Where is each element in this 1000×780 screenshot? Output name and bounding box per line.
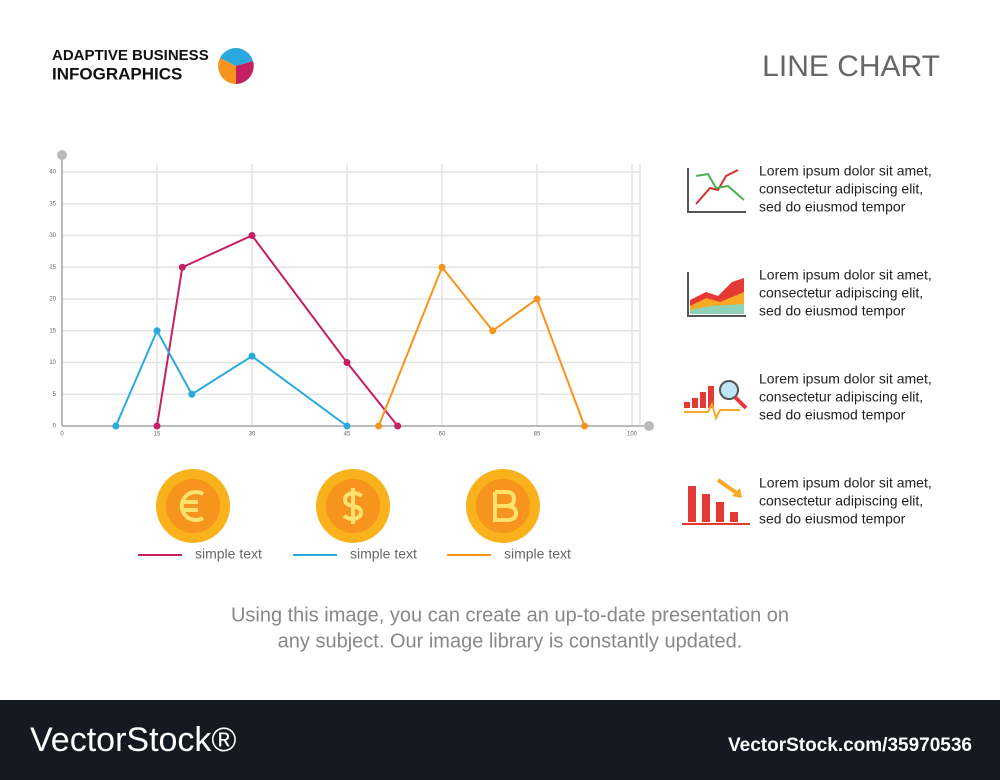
legend: simple text simple text simple text — [138, 546, 571, 562]
data-point — [153, 327, 161, 335]
data-point — [248, 232, 256, 239]
data-point — [438, 263, 446, 271]
data-point — [178, 263, 186, 271]
y-tick-label: 20 — [49, 297, 56, 303]
note-line: consectetur adipiscing elit, — [759, 181, 923, 197]
data-point — [112, 422, 120, 430]
y-tick-label: 30 — [49, 233, 56, 239]
data-point — [375, 422, 383, 430]
note-line: sed do eiusmod tempor — [759, 303, 906, 319]
x-tick-label: 0 — [60, 432, 64, 438]
legend-label: simple text — [350, 546, 417, 562]
footer-bar — [0, 700, 1000, 780]
y-tick-label: 5 — [53, 392, 57, 398]
y-tick-label: 0 — [53, 424, 57, 430]
data-point — [581, 422, 588, 430]
note-line: sed do eiusmod tempor — [759, 199, 906, 215]
x-tick-label: 15 — [154, 432, 161, 438]
coin-icons — [156, 469, 540, 543]
data-point — [489, 327, 497, 335]
note-line: consectetur adipiscing elit, — [759, 389, 923, 405]
note-line: consectetur adipiscing elit, — [759, 493, 923, 509]
data-point — [343, 422, 351, 430]
chart: 0 5 10 15 20 25 30 35 40 0 15 30 45 60 85 100 — [49, 150, 654, 438]
notes: Lorem ipsum dolor sit amet, consectetur a… — [759, 163, 932, 527]
data-point — [153, 422, 161, 430]
data-point — [188, 390, 196, 398]
x-tick-label: 100 — [627, 432, 638, 438]
data-point — [394, 422, 402, 430]
page-title: LINE CHART — [762, 50, 940, 83]
axis-end — [644, 421, 654, 431]
brand-line: INFOGRAPHICS — [52, 64, 182, 83]
y-tick-label: 40 — [49, 170, 56, 176]
brand-pie — [218, 48, 254, 84]
caption-line: any subject. Our image library is consta… — [278, 630, 743, 652]
data-point — [533, 295, 541, 303]
x-tick-label: 60 — [439, 432, 446, 438]
legend-label: simple text — [195, 546, 262, 562]
note-line: Lorem ipsum dolor sit amet, — [759, 163, 932, 179]
y-tick-label: 25 — [49, 265, 56, 271]
y-tick-label: 15 — [49, 328, 56, 334]
footer-id: VectorStock.com/35970536 — [728, 735, 972, 756]
note-line: Lorem ipsum dolor sit amet, — [759, 371, 932, 387]
note-line: sed do eiusmod tempor — [759, 511, 906, 527]
side-icons — [682, 168, 750, 525]
note-line: consectetur adipiscing elit, — [759, 285, 923, 301]
x-tick-label: 85 — [534, 432, 541, 438]
data-point — [248, 352, 256, 360]
x-tick-label: 30 — [249, 432, 256, 438]
data-point — [343, 359, 351, 366]
footer-logo: VectorStock® — [30, 721, 236, 759]
note-line: Lorem ipsum dolor sit amet, — [759, 267, 932, 283]
y-tick-label: 35 — [49, 201, 56, 207]
axis-end — [57, 150, 67, 160]
note-line: sed do eiusmod tempor — [759, 407, 906, 423]
legend-label: simple text — [504, 546, 571, 562]
x-tick-label: 45 — [344, 432, 351, 438]
brand-line: ADAPTIVE BUSINESS — [52, 47, 209, 64]
y-tick-label: 10 — [49, 360, 56, 366]
caption-line: Using this image, you can create an up-t… — [231, 604, 789, 626]
note-line: Lorem ipsum dolor sit amet, — [759, 475, 932, 491]
